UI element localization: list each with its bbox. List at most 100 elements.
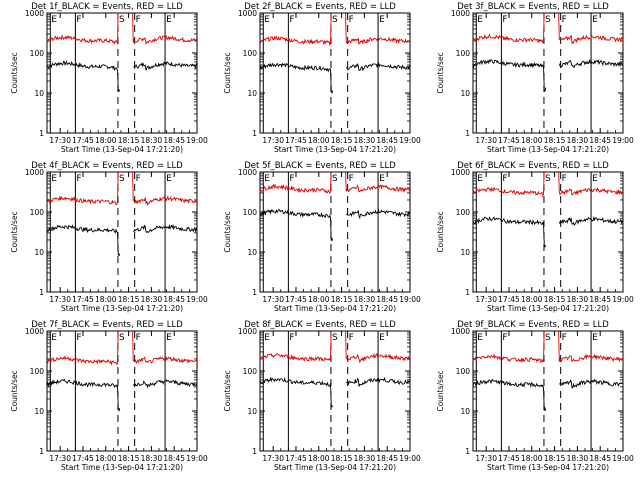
x-axis-label: Start Time (13-Sep-04 17:21:20) [487, 463, 609, 472]
x-axis-label: Start Time (13-Sep-04 17:21:20) [487, 145, 609, 154]
y-tick-label: 10 [247, 89, 257, 98]
plot-frame [46, 12, 198, 134]
x-axis-label: Start Time (13-Sep-04 17:21:20) [274, 463, 396, 472]
x-tick-label: 17:30 [262, 136, 284, 145]
panel-4: Det 4f_BLACK = Events, RED = LLD 1 10 100 10… [10, 161, 208, 313]
time-marker-letter: F [349, 333, 354, 343]
y-tick-label: 1 [252, 447, 257, 456]
x-tick-label: 17:30 [49, 454, 71, 463]
time-marker-letter: F [136, 333, 141, 343]
x-tick-label: 18:30 [141, 454, 163, 463]
time-marker-letter: E [379, 15, 385, 25]
events-series-line [473, 378, 623, 411]
x-tick-label: 17:30 [475, 295, 497, 304]
x-tick-label: 18:45 [163, 295, 185, 304]
lld-series-line [47, 13, 197, 46]
time-marker-letter: F [349, 174, 354, 184]
x-tick-label: 18:30 [567, 295, 589, 304]
x-tick-label: 19:00 [612, 454, 634, 463]
x-tick-label: 17:30 [262, 454, 284, 463]
x-tick-label: 18:15 [331, 136, 353, 145]
time-marker-letter: E [379, 333, 385, 343]
lld-series-line [47, 172, 197, 207]
x-tick-label: 18:00 [521, 454, 543, 463]
time-marker-letter: E [264, 333, 270, 343]
y-tick-label: 100 [243, 208, 258, 217]
x-tick-label: 18:00 [521, 136, 543, 145]
x-tick-label: 19:00 [612, 295, 634, 304]
plot-frame [259, 171, 411, 293]
y-tick-label: 1 [252, 288, 257, 297]
time-marker-letter: E [592, 15, 598, 25]
time-marker-letter: E [592, 333, 598, 343]
x-axis-label: Start Time (13-Sep-04 17:21:20) [487, 304, 609, 313]
time-marker-letter: F [502, 333, 507, 343]
x-tick-label: 18:30 [141, 295, 163, 304]
y-tick-label: 1 [39, 447, 44, 456]
x-tick-label: 18:45 [589, 136, 611, 145]
time-marker-letter: E [592, 174, 598, 184]
plot-frame [259, 12, 411, 134]
time-marker-letter: S [545, 174, 551, 184]
y-tick-label: 100 [243, 367, 258, 376]
x-tick-label: 17:45 [285, 454, 307, 463]
y-tick-label: 1 [465, 447, 470, 456]
x-axis-label: Start Time (13-Sep-04 17:21:20) [274, 145, 396, 154]
y-tick-label: 10 [34, 89, 44, 98]
time-marker-letter: F [289, 174, 294, 184]
time-marker-letter: E [166, 174, 172, 184]
x-tick-label: 17:30 [475, 136, 497, 145]
lld-series-line [473, 172, 623, 198]
x-tick-label: 18:45 [589, 454, 611, 463]
x-tick-label: 17:30 [262, 295, 284, 304]
x-tick-label: 19:00 [186, 295, 208, 304]
y-tick-label: 100 [30, 208, 45, 217]
events-series-line [47, 378, 197, 413]
lld-series-line [260, 13, 410, 47]
time-marker-letter: F [76, 174, 81, 184]
x-tick-label: 18:30 [567, 136, 589, 145]
y-axis-label: Counts/sec [10, 211, 19, 252]
y-tick-label: 10 [247, 248, 257, 257]
y-axis-label: Counts/sec [223, 370, 232, 411]
panel-title: Det 2f_BLACK = Events, RED = LLD [244, 2, 396, 12]
x-tick-label: 18:15 [118, 136, 140, 145]
x-axis-label: Start Time (13-Sep-04 17:21:20) [61, 463, 183, 472]
y-tick-label: 100 [456, 208, 471, 217]
y-axis-label: Counts/sec [436, 370, 445, 411]
y-tick-label: 10 [460, 407, 470, 416]
time-marker-letter: F [502, 174, 507, 184]
x-tick-label: 18:30 [141, 136, 163, 145]
time-marker-letter: E [477, 174, 483, 184]
plot-frame [472, 330, 624, 452]
y-tick-label: 10 [247, 407, 257, 416]
panel-title: Det 8f_BLACK = Events, RED = LLD [244, 320, 396, 330]
time-marker-letter: E [264, 174, 270, 184]
x-tick-label: 18:45 [376, 454, 398, 463]
x-tick-label: 18:45 [589, 295, 611, 304]
x-tick-label: 18:00 [308, 295, 330, 304]
y-tick-label: 1 [39, 129, 44, 138]
time-marker-letter: F [502, 15, 507, 25]
time-marker-letter: F [562, 333, 567, 343]
time-marker-letter: F [562, 174, 567, 184]
panel-title: Det 9f_BLACK = Events, RED = LLD [457, 320, 609, 330]
time-marker-letter: E [379, 174, 385, 184]
y-tick-label: 1 [465, 129, 470, 138]
lld-series-line [260, 172, 410, 195]
lld-series-line [473, 13, 623, 45]
y-tick-label: 100 [243, 49, 258, 58]
y-tick-label: 1000 [451, 327, 470, 336]
y-axis-label: Counts/sec [223, 211, 232, 252]
time-marker-letter: F [289, 15, 294, 25]
plot-frame [472, 171, 624, 293]
time-marker-letter: E [166, 15, 172, 25]
x-tick-label: 18:15 [331, 295, 353, 304]
x-tick-label: 19:00 [399, 136, 421, 145]
x-tick-label: 18:00 [308, 454, 330, 463]
panel-8: Det 8f_BLACK = Events, RED = LLD 1 10 100 10… [223, 320, 421, 472]
time-marker-letter: S [332, 174, 338, 184]
time-marker-letter: E [477, 333, 483, 343]
